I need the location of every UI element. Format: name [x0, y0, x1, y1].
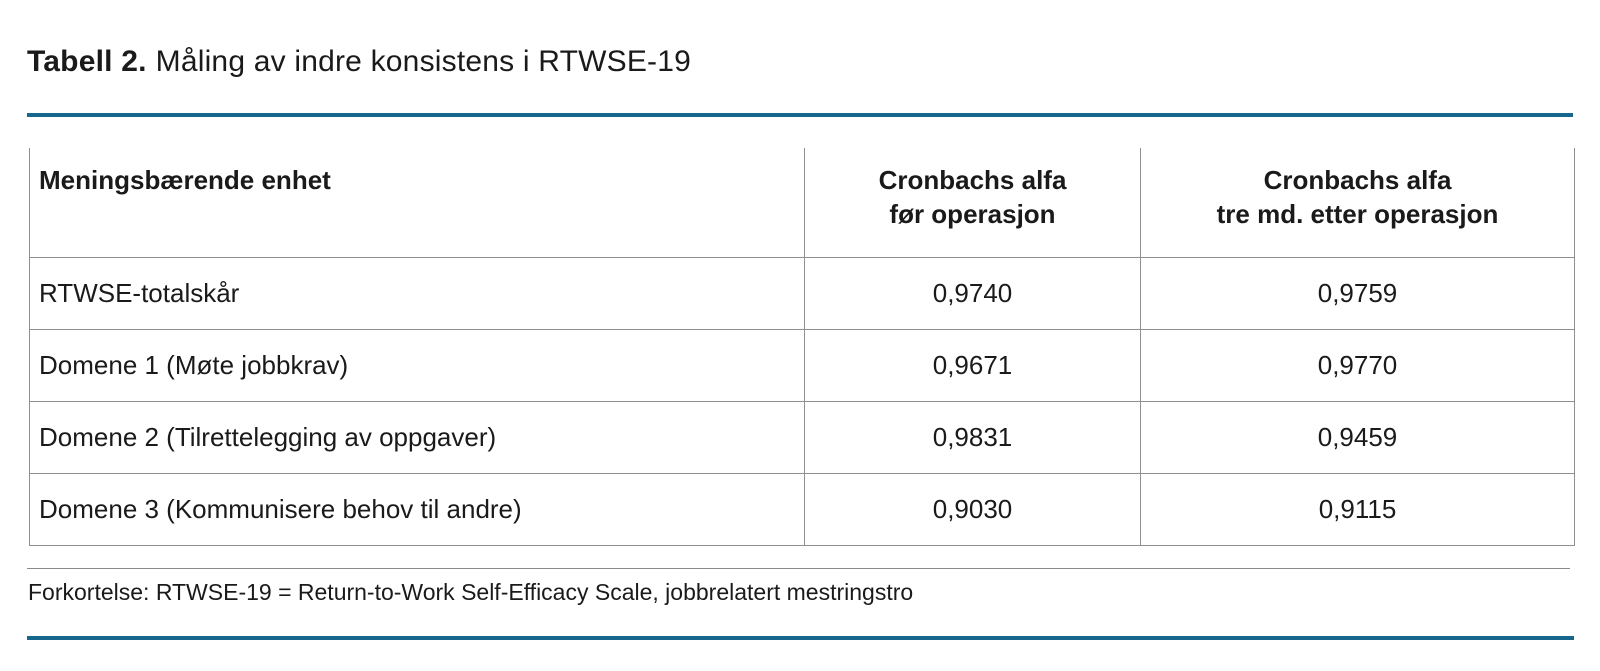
- internal-consistency-table: Meningsbærende enhet Cronbachs alfa før …: [29, 148, 1575, 546]
- footnote-divider: [27, 568, 1570, 569]
- row-label: Domene 2 (Tilrettelegging av oppgaver): [29, 400, 805, 474]
- row-label: Domene 3 (Kommunisere behov til andre): [29, 472, 805, 546]
- column-header-unit: Meningsbærende enhet: [29, 148, 805, 258]
- table-row: Domene 2 (Tilrettelegging av oppgaver) 0…: [29, 400, 1575, 474]
- table-caption: Tabell 2. Måling av indre konsistens i RT…: [27, 44, 691, 80]
- alpha-pre-value: 0,9671: [804, 328, 1141, 402]
- table-row: Domene 3 (Kommunisere behov til andre) 0…: [29, 472, 1575, 546]
- column-header-alpha-pre-op: Cronbachs alfa før operasjon: [804, 148, 1141, 258]
- table-row: RTWSE-totalskår 0,9740 0,9759: [29, 256, 1575, 330]
- alpha-post-value: 0,9459: [1140, 400, 1575, 474]
- abbreviation-footnote: Forkortelse: RTWSE-19 = Return-to-Work S…: [28, 579, 914, 605]
- alpha-pre-value: 0,9740: [804, 256, 1141, 330]
- table-number: Tabell 2.: [27, 45, 147, 78]
- row-label: RTWSE-totalskår: [29, 256, 805, 330]
- table-row: Domene 1 (Møte jobbkrav) 0,9671 0,9770: [29, 328, 1575, 402]
- header-row: Meningsbærende enhet Cronbachs alfa før …: [29, 148, 1575, 258]
- column-header-alpha-post-op: Cronbachs alfa tre md. etter operasjon: [1140, 148, 1575, 258]
- table-title-text: Måling av indre konsistens i RTWSE-19: [155, 45, 692, 78]
- bottom-accent-rule: [27, 636, 1574, 640]
- top-accent-rule: [27, 113, 1573, 117]
- alpha-post-value: 0,9759: [1140, 256, 1575, 330]
- alpha-pre-value: 0,9831: [804, 400, 1141, 474]
- alpha-pre-value: 0,9030: [804, 472, 1141, 546]
- row-label: Domene 1 (Møte jobbkrav): [29, 328, 805, 402]
- alpha-post-value: 0,9770: [1140, 328, 1575, 402]
- alpha-post-value: 0,9115: [1140, 472, 1575, 546]
